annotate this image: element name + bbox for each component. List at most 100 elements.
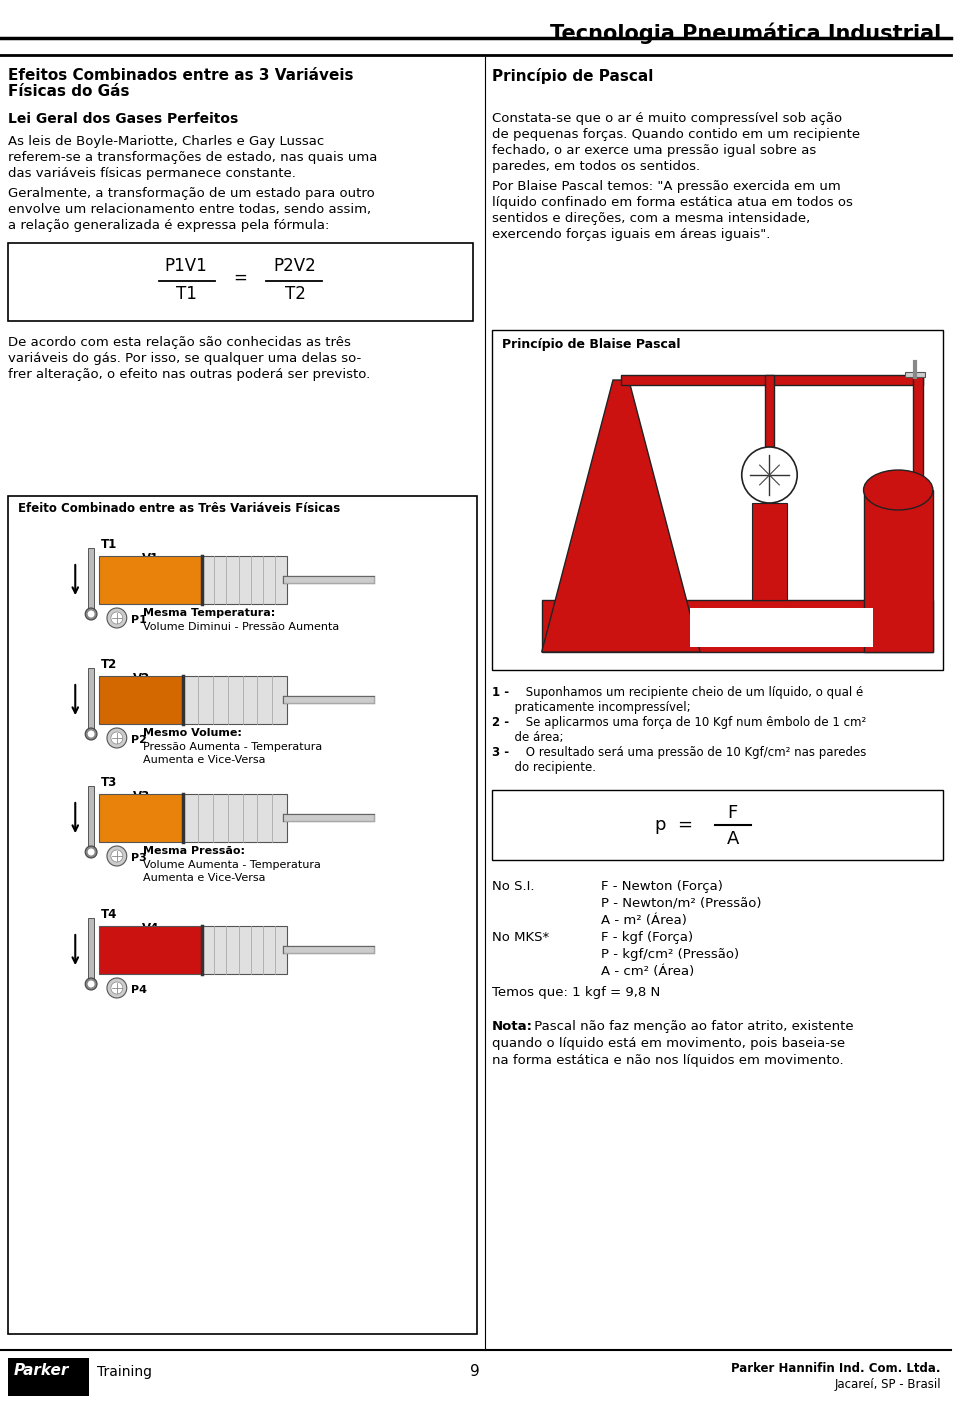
Bar [8, 496, 477, 1333]
Text: 2 -: 2 - [492, 717, 510, 729]
Text: P1V1: P1V1 [165, 258, 207, 275]
Text: Por Blaise Pascal temos: "A pressão exercida em um: Por Blaise Pascal temos: "A pressão exer… [492, 180, 841, 193]
Text: Efeito Combinado entre as Três Variáveis Físicas: Efeito Combinado entre as Três Variáveis… [18, 503, 340, 515]
Text: P1: P1 [131, 615, 147, 625]
Circle shape [107, 608, 127, 628]
Bar [541, 600, 933, 652]
Text: quando o líquido está em movimento, pois baseia-se: quando o líquido está em movimento, pois… [492, 1038, 846, 1050]
Text: líquido confinado em forma estática atua em todos os: líquido confinado em forma estática atua… [492, 196, 853, 208]
Bar [99, 926, 202, 974]
Text: P2: P2 [131, 735, 147, 745]
Text: A: A [727, 829, 739, 848]
Text: sentidos e direções, com a mesma intensidade,: sentidos e direções, com a mesma intensi… [492, 213, 810, 225]
Circle shape [87, 980, 95, 987]
Text: F - Newton (Força): F - Newton (Força) [601, 880, 723, 893]
Circle shape [87, 731, 95, 738]
Text: p  =: p = [656, 817, 693, 834]
Text: Training: Training [97, 1364, 152, 1378]
Text: Lei Geral dos Gases Perfeitos: Lei Geral dos Gases Perfeitos [8, 113, 238, 125]
Text: Parker: Parker [13, 1363, 69, 1378]
Circle shape [111, 850, 123, 862]
Text: T1: T1 [101, 538, 117, 551]
Circle shape [85, 846, 97, 857]
Text: V4: V4 [142, 922, 159, 935]
Text: T1: T1 [176, 284, 197, 303]
Circle shape [111, 981, 123, 994]
Text: 9: 9 [470, 1364, 480, 1380]
Text: Volume Diminui - Pressão Aumenta: Volume Diminui - Pressão Aumenta [143, 622, 339, 632]
Text: Suponhamos um recipiente cheio de um líquido, o qual é: Suponhamos um recipiente cheio de um líq… [522, 686, 863, 698]
Text: T3: T3 [101, 776, 117, 788]
Bar [764, 375, 775, 446]
Text: Princípio de Pascal: Princípio de Pascal [492, 68, 654, 84]
Text: variáveis do gás. Por isso, se qualquer uma delas so-: variáveis do gás. Por isso, se qualquer … [8, 352, 361, 365]
Ellipse shape [864, 470, 933, 510]
Text: A - cm² (Área): A - cm² (Área) [601, 964, 694, 979]
Text: 3 -: 3 - [492, 746, 510, 759]
Bar [88, 786, 94, 848]
Circle shape [111, 612, 123, 624]
Circle shape [111, 732, 123, 743]
Text: Princípio de Blaise Pascal: Princípio de Blaise Pascal [502, 338, 681, 351]
Text: P4: P4 [131, 986, 147, 995]
Text: de área;: de área; [492, 731, 564, 743]
Text: Se aplicarmos uma força de 10 Kgf num êmbolo de 1 cm²: Se aplicarmos uma força de 10 Kgf num êm… [522, 717, 866, 729]
Bar [690, 608, 874, 648]
Text: Geralmente, a transformação de um estado para outro: Geralmente, a transformação de um estado… [8, 187, 374, 200]
Text: fechado, o ar exerce uma pressão igual sobre as: fechado, o ar exerce uma pressão igual s… [492, 144, 816, 158]
Text: frer alteração, o efeito nas outras poderá ser previsto.: frer alteração, o efeito nas outras pode… [8, 367, 371, 382]
Text: F - kgf (Força): F - kgf (Força) [601, 931, 693, 943]
Text: T2: T2 [101, 658, 117, 672]
Text: O resultado será uma pressão de 10 Kgf/cm² nas paredes: O resultado será uma pressão de 10 Kgf/c… [522, 746, 866, 759]
Text: Aumenta e Vice-Versa: Aumenta e Vice-Versa [143, 755, 265, 765]
Text: V3: V3 [132, 790, 150, 803]
Text: No S.I.: No S.I. [492, 880, 535, 893]
Text: P2V2: P2V2 [274, 258, 317, 275]
Text: As leis de Boyle-Mariotte, Charles e Gay Lussac: As leis de Boyle-Mariotte, Charles e Gay… [8, 135, 324, 148]
Bar [202, 556, 287, 604]
Bar [99, 794, 183, 842]
Bar [8, 1357, 89, 1395]
Text: Tecnologia Pneumática Industrial: Tecnologia Pneumática Industrial [549, 23, 941, 44]
Text: V1: V1 [142, 552, 159, 565]
Text: Físicas do Gás: Físicas do Gás [8, 84, 130, 99]
Text: A - m² (Área): A - m² (Área) [601, 914, 687, 926]
Circle shape [85, 608, 97, 620]
Polygon shape [541, 380, 700, 652]
Text: Temos que: 1 kgf = 9,8 N: Temos que: 1 kgf = 9,8 N [492, 986, 660, 1000]
Text: Aumenta e Vice-Versa: Aumenta e Vice-Versa [143, 873, 265, 883]
Bar [752, 503, 787, 600]
Circle shape [85, 979, 97, 990]
Text: a relação generalizada é expressa pela fórmula:: a relação generalizada é expressa pela f… [8, 220, 329, 232]
Text: 1 -: 1 - [492, 686, 510, 698]
Text: P - kgf/cm² (Pressão): P - kgf/cm² (Pressão) [601, 948, 739, 962]
Text: De acordo com esta relação são conhecidas as três: De acordo com esta relação são conhecida… [8, 337, 350, 349]
Circle shape [107, 846, 127, 866]
Text: de pequenas forças. Quando contido em um recipiente: de pequenas forças. Quando contido em um… [492, 128, 860, 141]
Text: praticamente incompressível;: praticamente incompressível; [492, 701, 691, 714]
Text: Mesma Pressão:: Mesma Pressão: [143, 846, 245, 856]
Text: referem-se a transformações de estado, nas quais uma: referem-se a transformações de estado, n… [8, 151, 377, 163]
Bar [183, 676, 287, 724]
Text: do recipiente.: do recipiente. [492, 760, 596, 774]
Circle shape [742, 446, 797, 503]
Text: T2: T2 [285, 284, 305, 303]
Circle shape [85, 728, 97, 741]
Bar [202, 926, 287, 974]
Bar [88, 548, 94, 610]
Circle shape [107, 728, 127, 748]
Text: V2: V2 [132, 672, 150, 686]
Bar [492, 329, 943, 670]
Text: Volume Aumenta - Temperatura: Volume Aumenta - Temperatura [143, 860, 321, 870]
Text: P3: P3 [131, 853, 147, 863]
Text: Efeitos Combinados entre as 3 Variáveis: Efeitos Combinados entre as 3 Variáveis [8, 68, 353, 83]
Text: Mesmo Volume:: Mesmo Volume: [143, 728, 242, 738]
Bar [88, 918, 94, 980]
Text: envolve um relacionamento entre todas, sendo assim,: envolve um relacionamento entre todas, s… [8, 203, 372, 215]
Text: Pressão Aumenta - Temperatura: Pressão Aumenta - Temperatura [143, 742, 322, 752]
Text: na forma estática e não nos líquidos em movimento.: na forma estática e não nos líquidos em … [492, 1055, 844, 1067]
Bar [864, 490, 933, 652]
Text: Parker Hannifin Ind. Com. Ltda.: Parker Hannifin Ind. Com. Ltda. [732, 1362, 941, 1376]
Text: Mesma Temperatura:: Mesma Temperatura: [143, 608, 275, 618]
Text: T4: T4 [101, 908, 117, 921]
